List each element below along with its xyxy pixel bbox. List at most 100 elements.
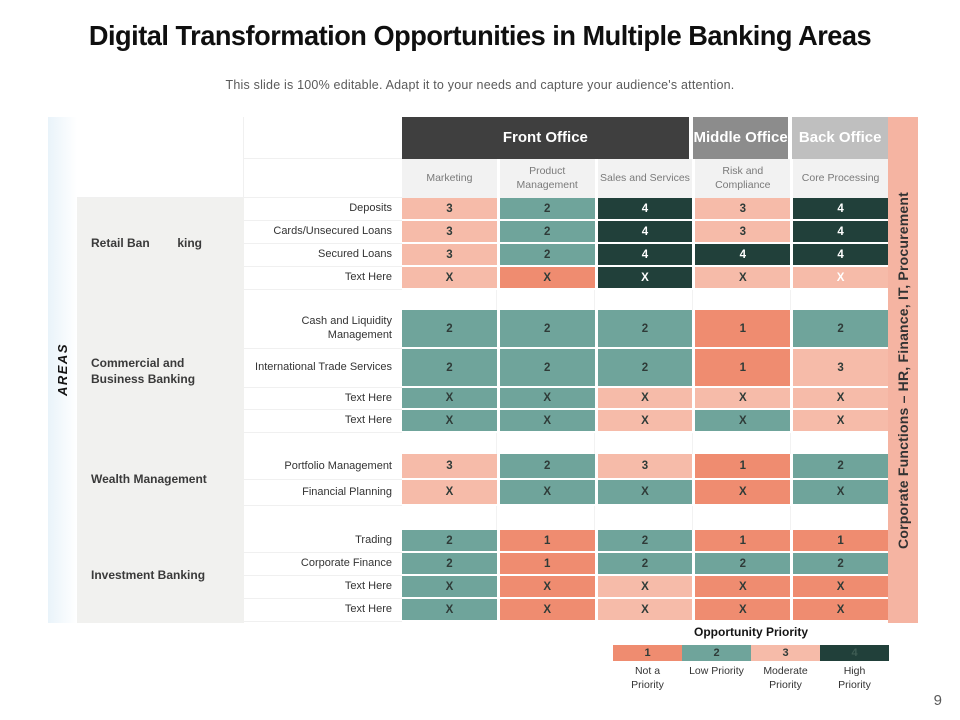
group-column-header-spacer — [77, 117, 244, 198]
matrix-cell: X — [402, 388, 497, 408]
matrix-cell: 2 — [402, 349, 497, 386]
matrix-cell: X — [499, 599, 595, 620]
matrix-cell: 4 — [597, 221, 693, 242]
group-blocks: Retail Ban king Commercial and Business Ba… — [77, 198, 244, 623]
matrix-cell: X — [597, 388, 693, 408]
matrix-cell: 1 — [793, 530, 888, 551]
legend-labels: Not a Priority Low Priority Moderate Prior… — [613, 665, 889, 692]
row-label: Text Here — [244, 599, 402, 622]
matrix-cell: X — [402, 576, 497, 597]
matrix-cell: 1 — [499, 553, 595, 574]
matrix-cell: 2 — [793, 310, 888, 347]
matrix-rows: Deposits 3 2 4 3 4 Cards/Unsecured Loans 3 2 4 3 4 S… — [244, 198, 888, 622]
matrix-row: Text Here X X X X X — [244, 267, 888, 290]
matrix-row: Text Here X X X X X — [244, 388, 888, 410]
row-label: Secured Loans — [244, 244, 402, 267]
legend-label-moderate-priority: Moderate Priority — [763, 665, 808, 691]
page-number: 9 — [933, 692, 942, 709]
matrix-row: Corporate Finance 2 1 2 2 2 — [244, 553, 888, 576]
matrix-cell: 1 — [695, 349, 791, 386]
matrix-cell: 3 — [695, 221, 791, 242]
office-headers: Front Office Middle Office Back Office — [402, 117, 888, 159]
matrix-cell: 2 — [499, 310, 595, 347]
spacer-row — [244, 290, 888, 310]
matrix-cell: X — [793, 599, 888, 620]
matrix-row: Secured Loans 3 2 4 4 4 — [244, 244, 888, 267]
office-header-front-office: Front Office — [402, 117, 689, 159]
office-header-back-office: Back Office — [792, 117, 888, 159]
row-label: Corporate Finance — [244, 553, 402, 576]
legend-swatch-not-a-priority: 1 — [613, 645, 682, 661]
matrix-grid: Front Office Middle Office Back Office Mar… — [244, 117, 888, 623]
column-header-marketing: Marketing — [402, 159, 497, 198]
row-label: Deposits — [244, 198, 402, 221]
matrix-cell: 2 — [597, 349, 693, 386]
matrix-cell: X — [499, 576, 595, 597]
group-label-investment-banking: Investment Banking — [91, 568, 206, 583]
matrix-cell: 2 — [402, 553, 497, 574]
matrix-cell: 4 — [793, 221, 888, 242]
row-label: Financial Planning — [244, 480, 402, 506]
matrix-cell: X — [402, 599, 497, 620]
legend-label-low-priority: Low Priority — [689, 665, 744, 677]
corporate-functions-strip: Corporate Functions – HR, Finance, IT, P… — [888, 117, 918, 623]
column-header-core-processing: Core Processing — [793, 159, 888, 198]
matrix-cell: 4 — [695, 244, 791, 265]
matrix-cell: 2 — [793, 553, 888, 574]
matrix-cell: X — [695, 599, 791, 620]
spacer-row — [244, 433, 888, 454]
areas-axis-label: AREAS — [55, 343, 70, 397]
matrix-cell: 3 — [695, 198, 791, 219]
matrix-cell: X — [695, 576, 791, 597]
column-header-sales-and-services: Sales and Services — [597, 159, 693, 198]
matrix-row: Text Here X X X X X — [244, 410, 888, 433]
matrix-cell: 3 — [402, 454, 497, 478]
row-label: Cash and Liquidity Management — [244, 310, 402, 349]
matrix-cell: 4 — [597, 198, 693, 219]
matrix-cell: 3 — [793, 349, 888, 386]
corporate-functions-label: Corporate Functions – HR, Finance, IT, P… — [895, 191, 911, 549]
matrix-cell: X — [793, 410, 888, 431]
matrix-cell: 1 — [695, 454, 791, 478]
opportunity-matrix: AREAS Retail Ban king Commercial and Busin… — [48, 117, 918, 623]
matrix-row: Deposits 3 2 4 3 4 — [244, 198, 888, 221]
row-label: Portfolio Management — [244, 454, 402, 480]
group-column: Retail Ban king Commercial and Business Ba… — [77, 117, 244, 623]
matrix-cell: 1 — [499, 530, 595, 551]
legend-swatch-high-priority: 4 — [820, 645, 889, 661]
matrix-cell: 2 — [402, 530, 497, 551]
legend-title: Opportunity Priority — [694, 625, 808, 639]
legend-label-not-a-priority: Not a Priority — [631, 665, 664, 691]
legend-swatch-moderate-priority: 3 — [751, 645, 820, 661]
legend-swatch-low-priority: 2 — [682, 645, 751, 661]
matrix-cell: 3 — [402, 244, 497, 265]
matrix-cell: 2 — [402, 310, 497, 347]
matrix-cell: 3 — [402, 198, 497, 219]
matrix-cell: 2 — [695, 553, 791, 574]
matrix-cell: X — [695, 267, 791, 288]
matrix-cell: 4 — [793, 198, 888, 219]
matrix-cell: 2 — [597, 553, 693, 574]
matrix-cell: 2 — [793, 454, 888, 478]
matrix-cell: X — [597, 267, 693, 288]
matrix-cell: X — [499, 480, 595, 504]
office-header-middle-office: Middle Office — [692, 117, 789, 159]
matrix-cell: 2 — [597, 310, 693, 347]
matrix-cell: X — [499, 410, 595, 431]
matrix-cell: 2 — [597, 530, 693, 551]
matrix-cell: X — [793, 388, 888, 408]
label-column-subheader-spacer — [244, 159, 402, 198]
matrix-cell: X — [402, 267, 497, 288]
column-header-row: Marketing Product Management Sales and Ser… — [244, 159, 888, 198]
matrix-row: Cards/Unsecured Loans 3 2 4 3 4 — [244, 221, 888, 244]
matrix-cell: 2 — [499, 198, 595, 219]
matrix-cell: 1 — [695, 530, 791, 551]
matrix-cell: X — [793, 576, 888, 597]
matrix-cell: 3 — [597, 454, 693, 478]
matrix-cell: 3 — [402, 221, 497, 242]
matrix-row: Text Here X X X X X — [244, 599, 888, 622]
label-column-header-spacer — [244, 117, 402, 159]
matrix-cell: 4 — [597, 244, 693, 265]
